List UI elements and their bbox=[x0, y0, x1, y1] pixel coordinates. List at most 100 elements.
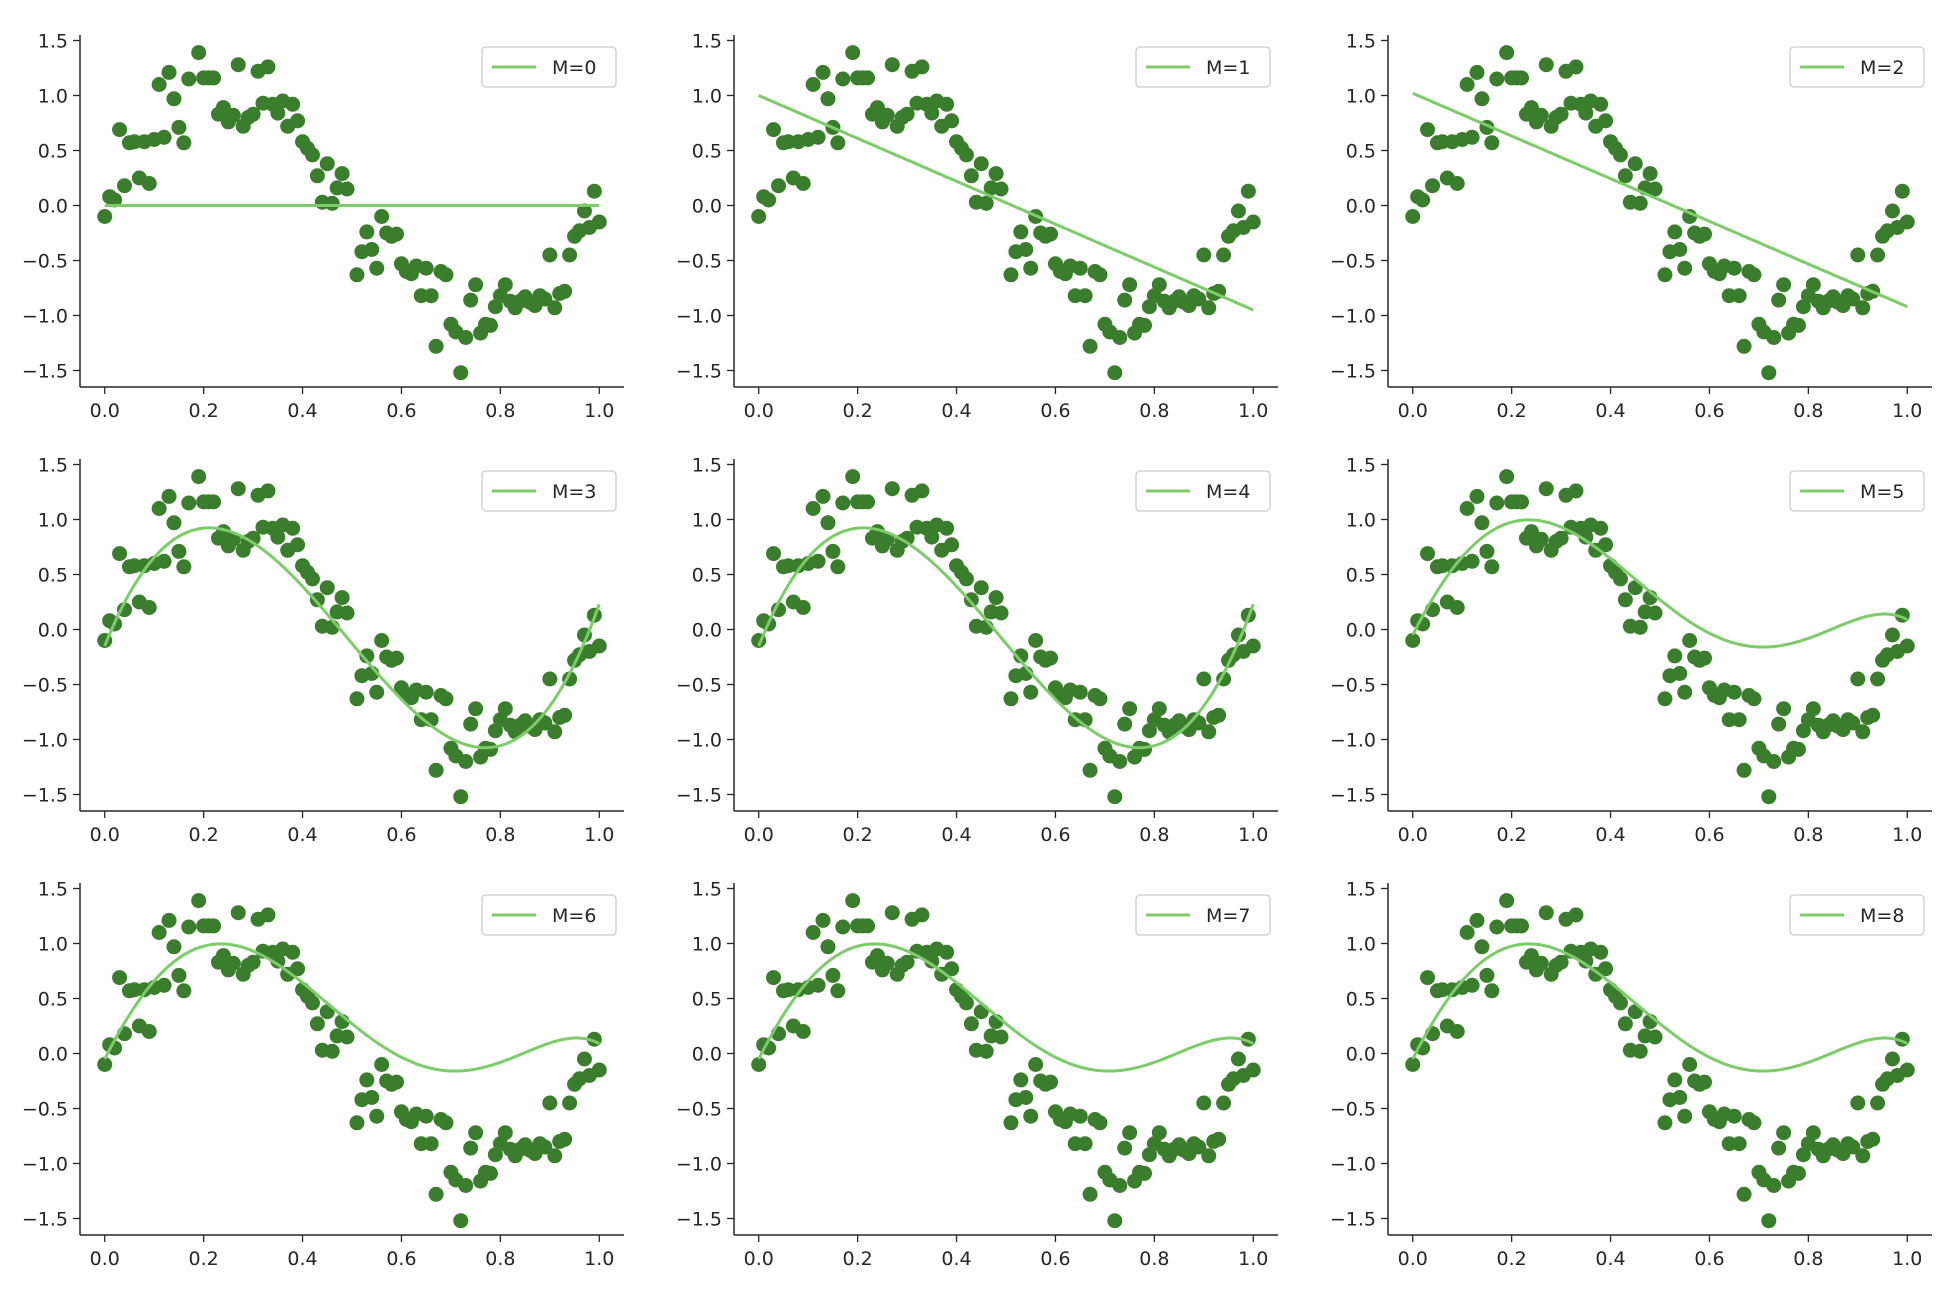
data-point bbox=[97, 209, 113, 224]
y-tick-label: −1.5 bbox=[1330, 361, 1376, 383]
data-point bbox=[988, 166, 1004, 182]
data-point bbox=[1245, 214, 1261, 230]
y-tick-label: −1.5 bbox=[676, 1209, 722, 1231]
y-tick-label: −1.5 bbox=[1330, 785, 1376, 807]
y-tick-label: −1.5 bbox=[22, 361, 68, 383]
data-point bbox=[1776, 277, 1792, 293]
data-point bbox=[1499, 469, 1515, 485]
x-tick-label: 0.4 bbox=[287, 1248, 317, 1270]
data-point bbox=[1136, 1165, 1152, 1181]
data-point bbox=[1449, 600, 1465, 615]
data-point bbox=[1484, 983, 1500, 999]
y-tick-label: 0.5 bbox=[1346, 989, 1376, 1011]
data-point bbox=[1117, 292, 1133, 308]
data-point bbox=[914, 907, 930, 923]
x-tick-label: 0.2 bbox=[1497, 400, 1527, 422]
data-point bbox=[830, 559, 846, 575]
x-tick-label: 0.4 bbox=[941, 400, 971, 422]
data-point bbox=[820, 91, 836, 107]
fit-line bbox=[103, 526, 601, 750]
y-tick-label: 0.0 bbox=[1346, 196, 1376, 218]
data-point bbox=[1092, 1115, 1108, 1131]
data-point bbox=[1790, 1165, 1806, 1181]
y-tick-label: −1.0 bbox=[1330, 306, 1376, 328]
data-point bbox=[156, 977, 172, 993]
data-point bbox=[1082, 762, 1098, 778]
x-tick-label: 0.8 bbox=[1793, 824, 1823, 846]
data-point bbox=[1082, 338, 1098, 354]
data-point bbox=[423, 1136, 439, 1152]
data-point bbox=[1464, 129, 1480, 145]
data-point bbox=[1077, 288, 1093, 304]
data-point bbox=[1191, 291, 1207, 307]
x-tick-label: 0.0 bbox=[1398, 1248, 1428, 1270]
data-point bbox=[1405, 209, 1421, 224]
data-point bbox=[939, 96, 955, 112]
data-point bbox=[1884, 627, 1900, 643]
y-tick-label: −1.0 bbox=[1330, 730, 1376, 752]
subplot-8: 0.0 0.2 0.4 0.6 0.8 1.0 1.5 1.0 0.5 0.0 −0.5 −1.0 −1… bbox=[676, 879, 1278, 1270]
data-point bbox=[963, 592, 979, 608]
data-point bbox=[156, 553, 172, 569]
data-point bbox=[1726, 684, 1742, 700]
data-point bbox=[1469, 488, 1485, 504]
x-tick-label: 0.8 bbox=[485, 1248, 515, 1270]
data-point bbox=[1151, 277, 1167, 293]
data-point bbox=[1746, 1115, 1762, 1131]
data-point bbox=[1499, 893, 1515, 909]
data-point bbox=[795, 176, 811, 191]
data-point bbox=[1894, 183, 1910, 199]
data-point bbox=[438, 691, 454, 707]
data-point bbox=[285, 944, 301, 960]
legend-label: M=0 bbox=[552, 57, 596, 79]
data-point bbox=[230, 905, 246, 921]
data-point bbox=[482, 741, 498, 757]
y-tick-label: 1.0 bbox=[1346, 510, 1376, 532]
data-point bbox=[260, 483, 276, 499]
legend-label: M=5 bbox=[1860, 481, 1904, 503]
data-point bbox=[810, 977, 826, 993]
y-tick-label: 0.0 bbox=[1346, 1044, 1376, 1066]
data-point bbox=[463, 1140, 479, 1156]
data-point bbox=[1632, 195, 1648, 211]
data-point bbox=[339, 605, 355, 621]
data-point bbox=[1191, 1139, 1207, 1155]
data-point bbox=[1043, 1074, 1059, 1090]
x-tick-label: 0.6 bbox=[1040, 824, 1070, 846]
x-tick-label: 0.0 bbox=[744, 824, 774, 846]
data-point bbox=[418, 684, 434, 700]
data-point bbox=[1474, 515, 1490, 531]
data-point bbox=[1479, 543, 1495, 559]
fit-line bbox=[103, 942, 600, 1073]
legend-box bbox=[481, 470, 617, 512]
data-point bbox=[260, 59, 276, 75]
data-point bbox=[369, 684, 385, 700]
data-point bbox=[914, 483, 930, 499]
data-point bbox=[825, 543, 841, 559]
y-tick-label: 1.0 bbox=[38, 934, 68, 956]
data-point bbox=[309, 168, 325, 184]
data-point bbox=[860, 918, 876, 934]
data-point bbox=[810, 129, 826, 145]
legend-label: M=4 bbox=[1206, 481, 1250, 503]
data-point bbox=[1850, 1095, 1866, 1111]
data-point bbox=[1578, 953, 1594, 969]
data-point bbox=[151, 925, 167, 940]
data-point bbox=[1682, 633, 1698, 648]
data-point bbox=[1117, 716, 1133, 732]
y-tick-label: 1.5 bbox=[692, 31, 722, 53]
x-tick-label: 0.4 bbox=[287, 824, 317, 846]
data-point bbox=[1578, 529, 1594, 545]
data-point bbox=[1657, 267, 1673, 283]
data-point bbox=[260, 907, 276, 923]
data-point bbox=[304, 995, 320, 1011]
data-point bbox=[845, 469, 861, 485]
data-point bbox=[1593, 96, 1609, 112]
data-point bbox=[939, 520, 955, 536]
y-tick-label: −1.0 bbox=[676, 730, 722, 752]
data-point bbox=[591, 1062, 607, 1078]
data-point bbox=[206, 494, 222, 510]
x-tick-label: 0.8 bbox=[1139, 824, 1169, 846]
data-point bbox=[537, 1139, 553, 1155]
data-point bbox=[1043, 226, 1059, 242]
